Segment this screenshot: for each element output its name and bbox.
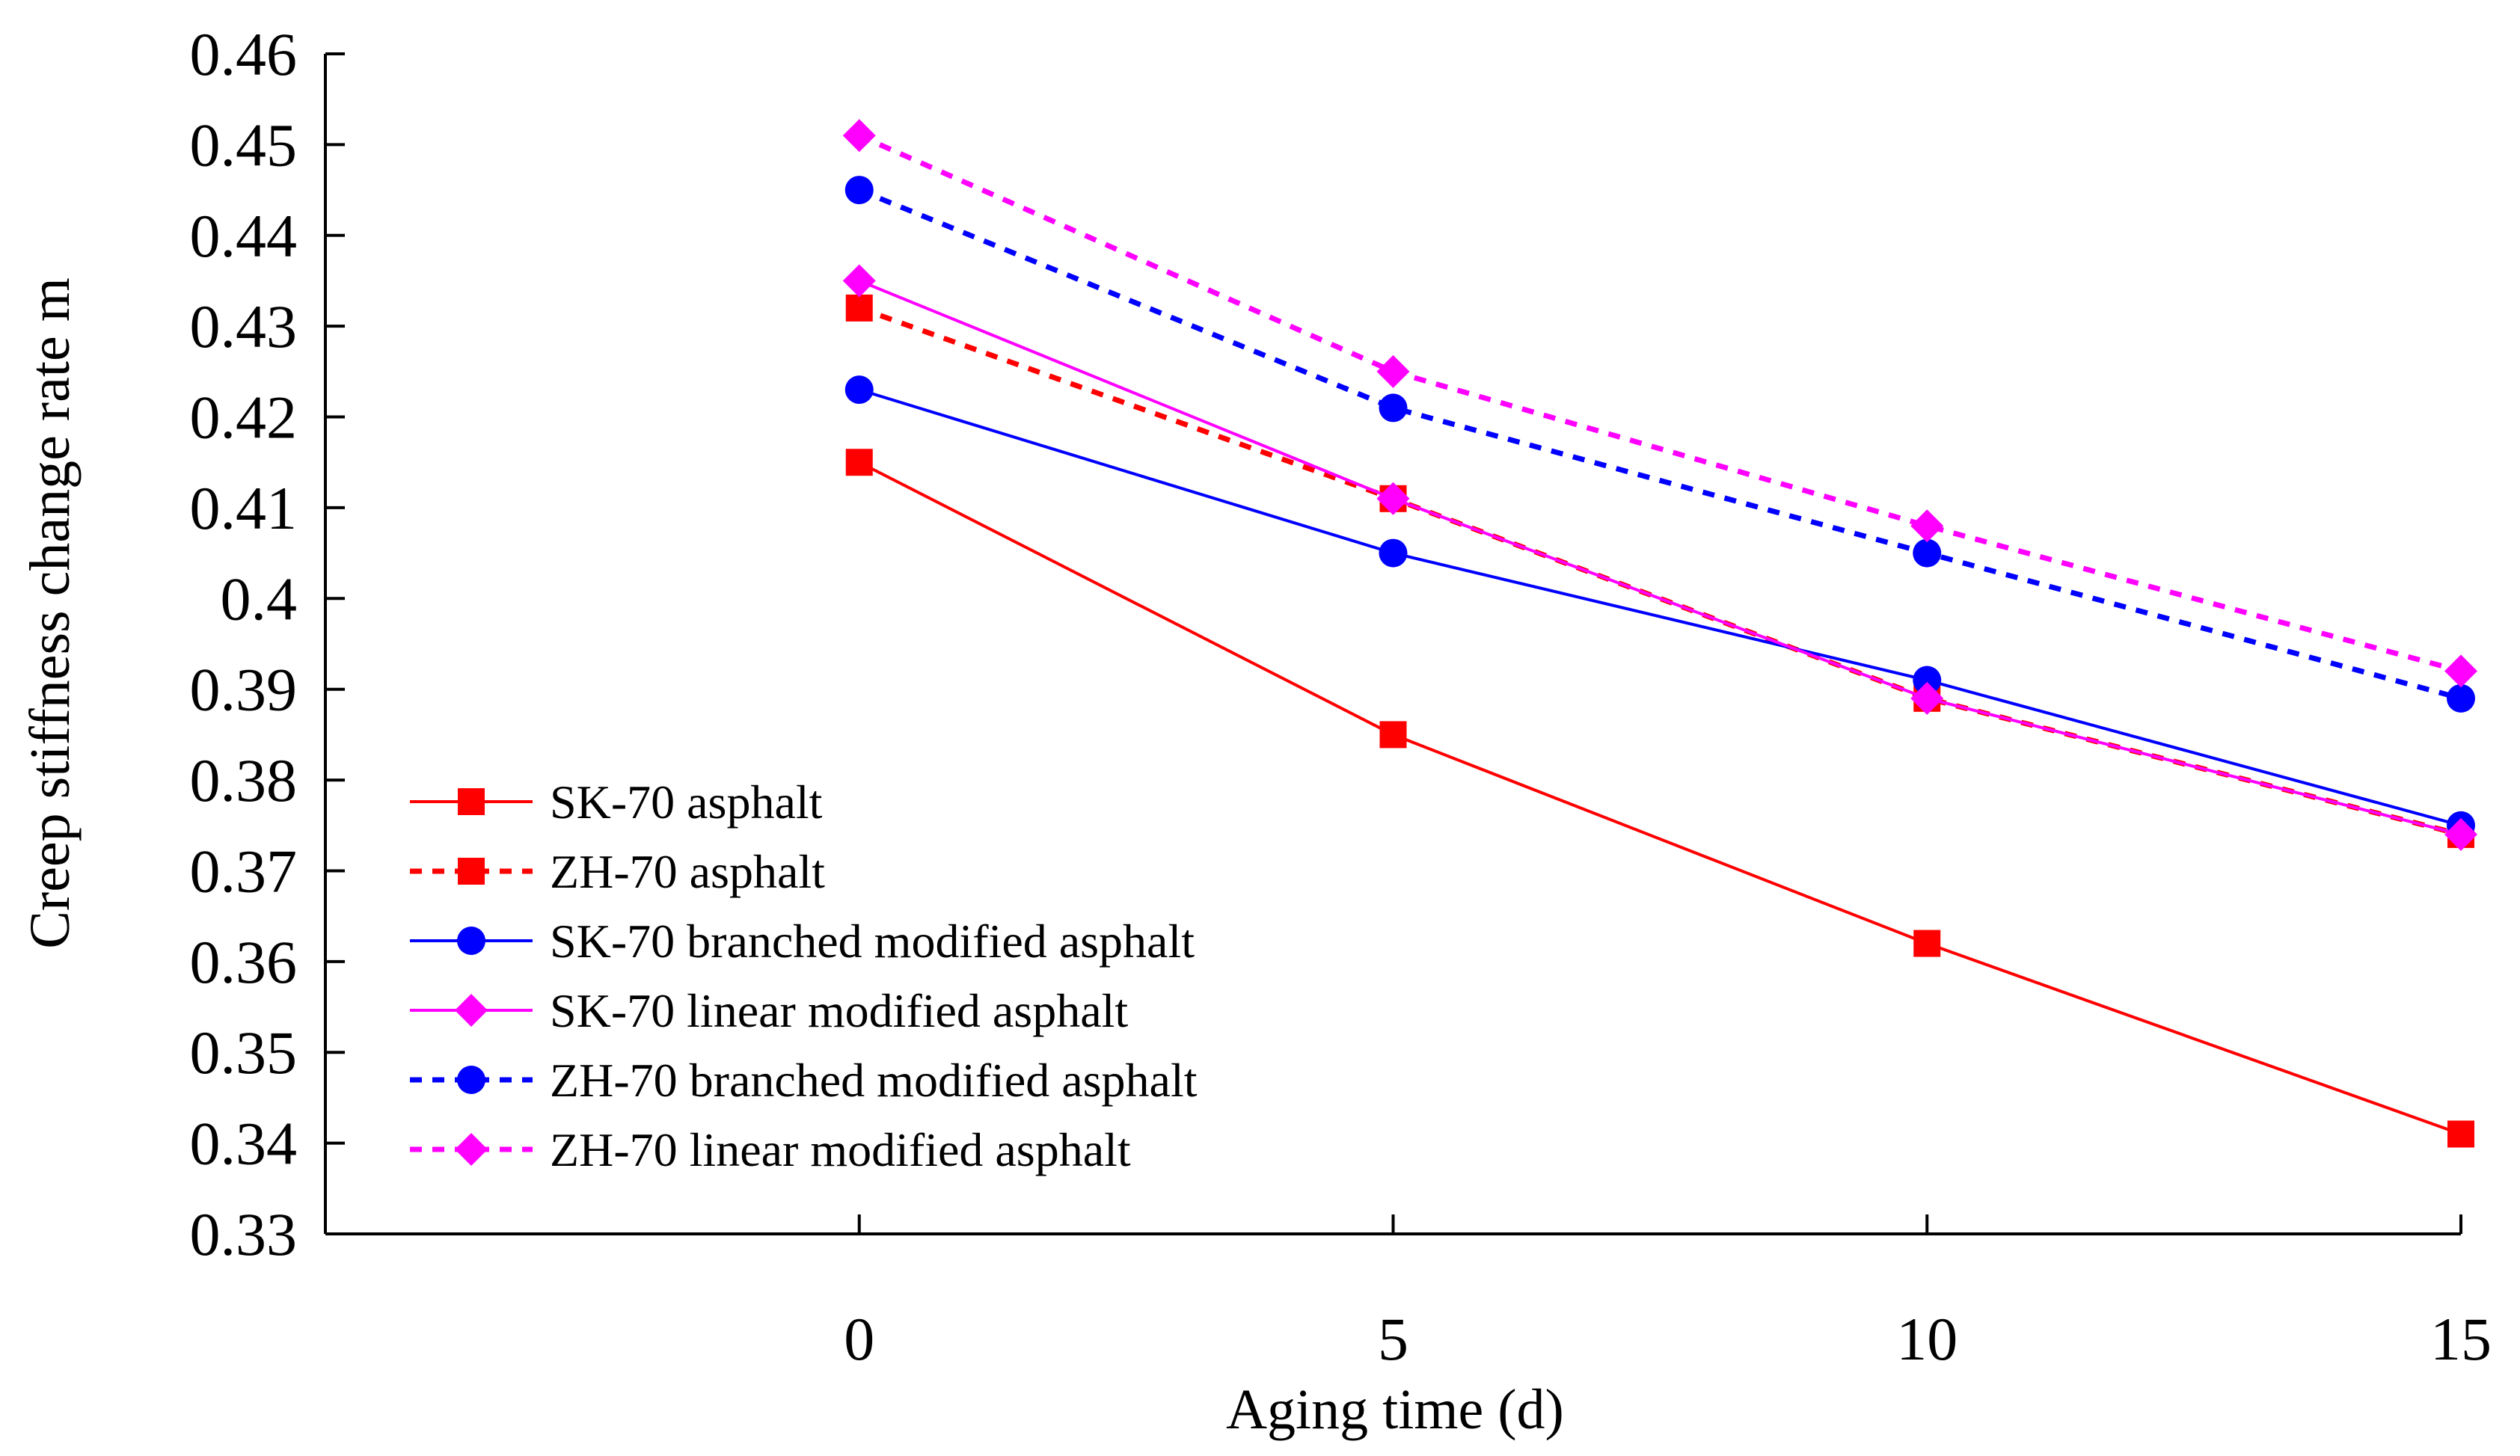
y-tick-label: 0.38 [190, 746, 298, 814]
legend-label: ZH-70 asphalt [550, 845, 825, 898]
legend-item: ZH-70 asphalt [410, 845, 825, 898]
legend-marker [455, 994, 488, 1027]
data-point [2444, 817, 2477, 851]
data-point [844, 375, 874, 405]
legend-label: SK-70 linear modified asphalt [550, 984, 1128, 1037]
legend-item: SK-70 linear modified asphalt [410, 984, 1128, 1037]
data-point [844, 176, 874, 205]
y-tick-label: 0.34 [190, 1110, 298, 1178]
legend-marker [458, 788, 485, 815]
y-tick-label: 0.35 [190, 1019, 298, 1087]
data-point [842, 264, 876, 298]
series-line [858, 461, 2462, 1136]
y-tick-label: 0.43 [190, 292, 298, 360]
y-tick-label: 0.4 [221, 565, 298, 633]
legend-label: SK-70 asphalt [550, 775, 823, 829]
legend-item: ZH-70 branched modified asphalt [410, 1054, 1198, 1107]
y-axis-title: Creep stiffness change rate m [19, 277, 82, 949]
legend-label: SK-70 branched modified asphalt [550, 915, 1195, 968]
y-tick-label: 0.41 [190, 474, 298, 542]
series-3 [844, 375, 2475, 840]
data-point [1379, 538, 1408, 568]
data-point [1376, 354, 1410, 388]
x-tick-label: 0 [844, 1305, 874, 1373]
y-tick-label: 0.46 [190, 20, 298, 88]
data-point [845, 449, 873, 476]
series-line [858, 187, 2462, 701]
y-tick-label: 0.42 [190, 384, 298, 452]
y-tick-label: 0.39 [190, 656, 298, 724]
data-point [1910, 681, 1944, 715]
series-1 [845, 449, 2474, 1148]
data-point [842, 119, 876, 153]
x-tick-label: 15 [2430, 1305, 2492, 1373]
legend: SK-70 asphalt ZH-70 asphalt SK-70 branched… [410, 775, 1198, 1176]
legend-marker [457, 1066, 485, 1094]
series-line [859, 388, 2462, 827]
y-tick-label: 0.36 [190, 928, 298, 996]
legend-item: ZH-70 linear modified asphalt [410, 1123, 1131, 1176]
legend-marker [458, 858, 485, 885]
legend-label: ZH-70 linear modified asphalt [550, 1123, 1131, 1176]
data-point [1379, 721, 1407, 749]
data-point [1379, 393, 1408, 423]
data-point [1376, 482, 1410, 515]
y-tick-label: 0.45 [190, 111, 298, 179]
data-point [1913, 538, 1942, 568]
series-6 [842, 119, 2477, 688]
legend-item: SK-70 branched modified asphalt [410, 915, 1195, 968]
y-tick-label: 0.33 [190, 1200, 298, 1268]
data-point [2447, 1120, 2474, 1148]
y-tick-label: 0.37 [190, 837, 298, 905]
series-4 [842, 264, 2477, 851]
series-layer [842, 119, 2477, 1148]
data-point [2444, 654, 2477, 688]
legend-marker [455, 1133, 488, 1166]
x-tick-label: 5 [1378, 1305, 1408, 1373]
y-tick-label: 0.44 [190, 202, 298, 270]
data-point [1910, 509, 1944, 543]
series-line [858, 305, 2462, 838]
data-point [2447, 684, 2475, 713]
data-point [845, 294, 873, 322]
legend-label: ZH-70 branched modified asphalt [550, 1054, 1198, 1107]
x-axis-title: Aging time (d) [1226, 1378, 1564, 1441]
data-point [1913, 666, 1942, 695]
series-5 [844, 176, 2475, 713]
data-point [1913, 930, 1941, 957]
legend-item: SK-70 asphalt [410, 775, 823, 829]
series-line [858, 133, 2462, 674]
x-tick-label: 10 [1896, 1305, 1958, 1373]
legend-marker [457, 927, 485, 955]
series-2 [845, 294, 2474, 848]
series-line [858, 279, 2462, 836]
axes: 0.33 0.34 0.35 0.36 0.37 0.38 0.39 0.4 0.41 0.42 0… [190, 20, 2492, 1373]
